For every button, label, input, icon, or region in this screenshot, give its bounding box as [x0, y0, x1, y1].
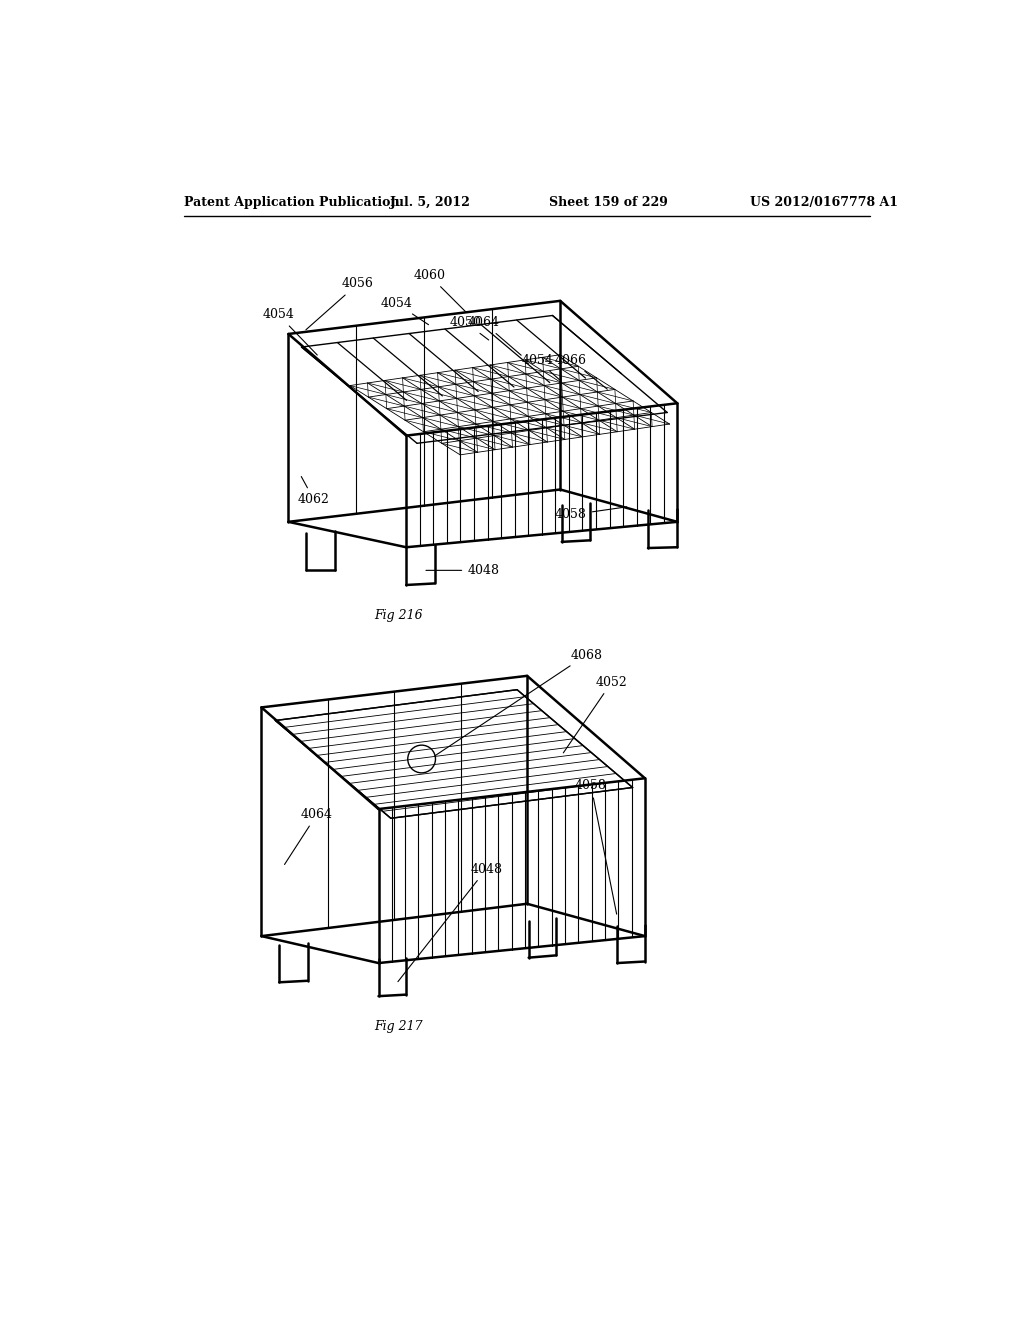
Text: 4068: 4068 [435, 648, 602, 756]
Text: 4056: 4056 [306, 277, 374, 330]
Text: 4050: 4050 [450, 315, 488, 341]
Text: Patent Application Publication: Patent Application Publication [184, 197, 400, 209]
Text: 4064: 4064 [285, 808, 333, 865]
Text: 4054: 4054 [380, 297, 429, 325]
Text: 4048: 4048 [398, 862, 503, 982]
Text: 4066: 4066 [555, 354, 607, 389]
Text: 4054: 4054 [521, 354, 560, 380]
Text: Jul. 5, 2012: Jul. 5, 2012 [390, 197, 471, 209]
Text: 4048: 4048 [426, 564, 500, 577]
Text: 4058: 4058 [575, 779, 616, 915]
Text: 4052: 4052 [563, 676, 628, 752]
Text: 4060: 4060 [414, 269, 466, 312]
Text: Fig 216: Fig 216 [374, 609, 423, 622]
Text: US 2012/0167778 A1: US 2012/0167778 A1 [750, 197, 898, 209]
Text: 4054: 4054 [262, 308, 317, 355]
Text: Sheet 159 of 229: Sheet 159 of 229 [549, 197, 668, 209]
Text: 4064: 4064 [467, 315, 521, 355]
Text: 4062: 4062 [298, 477, 330, 506]
Text: 4058: 4058 [555, 507, 627, 521]
Text: Fig 217: Fig 217 [374, 1020, 423, 1034]
